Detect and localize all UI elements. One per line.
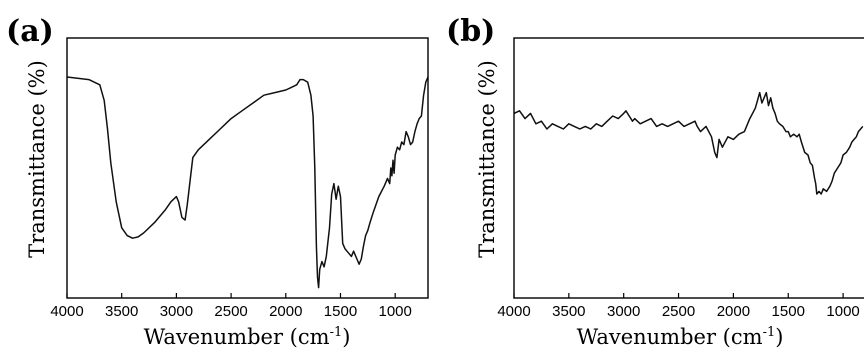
panel-a-x-tick-label: 2500 xyxy=(214,303,247,320)
panel-a-plot-frame xyxy=(66,37,429,299)
panel-a-label: (a) xyxy=(6,14,54,49)
panel-b-xlabel-sup: -1 xyxy=(763,325,776,340)
panel-b-ylabel: Transmittance (%) xyxy=(475,60,499,258)
panel-b-xlabel-main: Wavenumber (cm xyxy=(577,325,763,349)
panel-b-x-tick-label: 1000 xyxy=(826,303,859,320)
panel-b-xlabel-end: ) xyxy=(775,325,783,349)
panel-a: (a) Transmittance (%) Wavenumber (cm-1) … xyxy=(6,14,429,349)
panel-a-x-tick-label: 4000 xyxy=(50,303,83,320)
panel-b-x-tick-label: 1500 xyxy=(772,303,805,320)
panel-a-x-tick-labels: 4000 3500 3000 2500 2000 1500 1000 xyxy=(50,303,412,320)
panel-a-x-tick-label: 2000 xyxy=(269,303,302,320)
panel-b-x-ticks xyxy=(513,293,844,298)
panel-a-x-tick-label: 3500 xyxy=(105,303,138,320)
panel-b-x-tick-label: 3000 xyxy=(607,303,640,320)
panel-a-x-tick-label: 1000 xyxy=(378,303,411,320)
panel-b-x-tick-label: 3500 xyxy=(552,303,585,320)
panel-a-x-ticks xyxy=(66,293,396,298)
panel-a-series-line xyxy=(66,76,429,289)
panel-a-xlabel-end: ) xyxy=(342,325,350,349)
panel-a-x-tick-label: 3000 xyxy=(160,303,193,320)
panel-a-x-tick-label: 1500 xyxy=(324,303,357,320)
panel-a-ylabel: Transmittance (%) xyxy=(25,60,49,258)
panel-a-xlabel-main: Wavenumber (cm xyxy=(144,325,330,349)
panel-b-series-line xyxy=(513,91,864,195)
panel-b-label: (b) xyxy=(446,14,495,49)
panel-a-xlabel: Wavenumber (cm-1) xyxy=(144,325,351,349)
panel-b-plot-frame xyxy=(513,37,864,299)
panel-a-xlabel-sup: -1 xyxy=(330,325,343,340)
panel-b-x-tick-labels: 4000 3500 3000 2500 2000 1500 1000 xyxy=(497,303,859,320)
panel-b-x-tick-label: 4000 xyxy=(497,303,530,320)
panel-b-xlabel: Wavenumber (cm-1) xyxy=(577,325,784,349)
panel-b: (b) Transmittance (%) Wavenumber (cm-1) … xyxy=(446,14,864,349)
panel-b-x-tick-label: 2000 xyxy=(717,303,750,320)
panel-b-x-tick-label: 2500 xyxy=(662,303,695,320)
